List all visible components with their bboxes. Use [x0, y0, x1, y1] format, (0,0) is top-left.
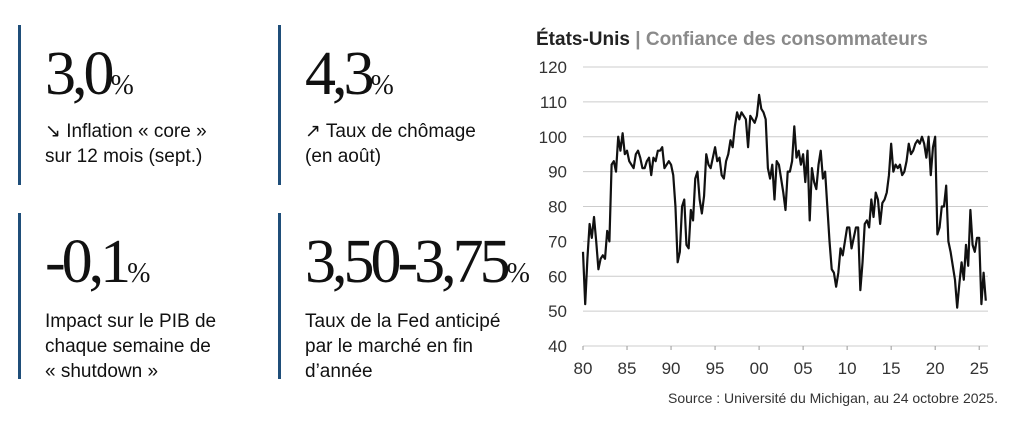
stat-value: 3,50-3,75	[305, 228, 511, 296]
stat-value: 3,0	[45, 40, 114, 108]
chart-title: États-Unis | Confiance des consommateurs	[536, 28, 928, 50]
stat-label: par le marché en fin	[305, 336, 473, 357]
source: Source : Université du Michigan, au 24 o…	[668, 390, 998, 406]
x-tick-label: 10	[838, 359, 857, 378]
stat-unit: %	[110, 70, 134, 101]
y-tick-label: 80	[548, 198, 567, 217]
stat-card: 3,0% ↘ Inflation « core » sur 12 mois (sep…	[18, 25, 207, 185]
y-tick-label: 40	[548, 337, 567, 356]
x-tick-label: 00	[750, 359, 769, 378]
x-tick-label: 25	[970, 359, 989, 378]
y-tick-label: 100	[539, 128, 567, 147]
stat-card: -0,1% Impact sur le PIB de chaque semaine …	[18, 213, 217, 382]
data-line	[581, 93, 987, 309]
stat-unit: %	[127, 258, 151, 289]
x-tick-label: 20	[926, 359, 945, 378]
stat-label: « shutdown »	[45, 361, 159, 382]
stat-unit: %	[370, 70, 394, 101]
stat-value: -0,1	[45, 228, 131, 296]
stat-figure: 3,50-3,75%	[305, 231, 530, 293]
stat-label: ↗ Taux de chômage	[305, 121, 476, 142]
stat-label: sur 12 mois (sept.)	[45, 146, 203, 167]
y-tick-label: 70	[548, 232, 567, 251]
stat-label: (en août)	[305, 146, 382, 167]
stat-label: Impact sur le PIB de	[45, 311, 217, 332]
chart-title: États-Unis	[536, 28, 630, 50]
chart-subtitle: | Confiance des consommateurs	[635, 29, 928, 50]
x-tick-label: 80	[574, 359, 593, 378]
x-tick-label: 85	[618, 359, 637, 378]
stat-figure: 3,0%	[45, 43, 207, 105]
stat-value: 4,3	[305, 40, 374, 108]
y-tick-label: 50	[548, 302, 567, 321]
stat-unit: %	[506, 258, 530, 289]
x-tick-label: 90	[662, 359, 681, 378]
stat-label: Taux de la Fed anticipé	[305, 311, 501, 332]
y-tick-label: 110	[540, 93, 567, 112]
y-tick-label: 60	[548, 267, 567, 286]
x-tick-label: 95	[706, 359, 725, 378]
chart: États-Unis | Confiance des consommateurs…	[536, 28, 998, 406]
stat-card: 4,3% ↗ Taux de chômage (en août)	[278, 25, 476, 185]
y-tick-label: 90	[548, 163, 567, 182]
stat-card: 3,50-3,75% Taux de la Fed anticipé par le …	[278, 213, 530, 382]
stat-label: ↘ Inflation « core »	[45, 121, 207, 142]
stat-label: d’année	[305, 361, 373, 382]
x-tick-label: 15	[882, 359, 901, 378]
y-tick-label: 120	[539, 58, 567, 77]
stat-figure: 4,3%	[305, 43, 476, 105]
stat-figure: -0,1%	[45, 231, 216, 293]
stat-label: chaque semaine de	[45, 336, 211, 357]
x-tick-label: 05	[794, 359, 813, 378]
